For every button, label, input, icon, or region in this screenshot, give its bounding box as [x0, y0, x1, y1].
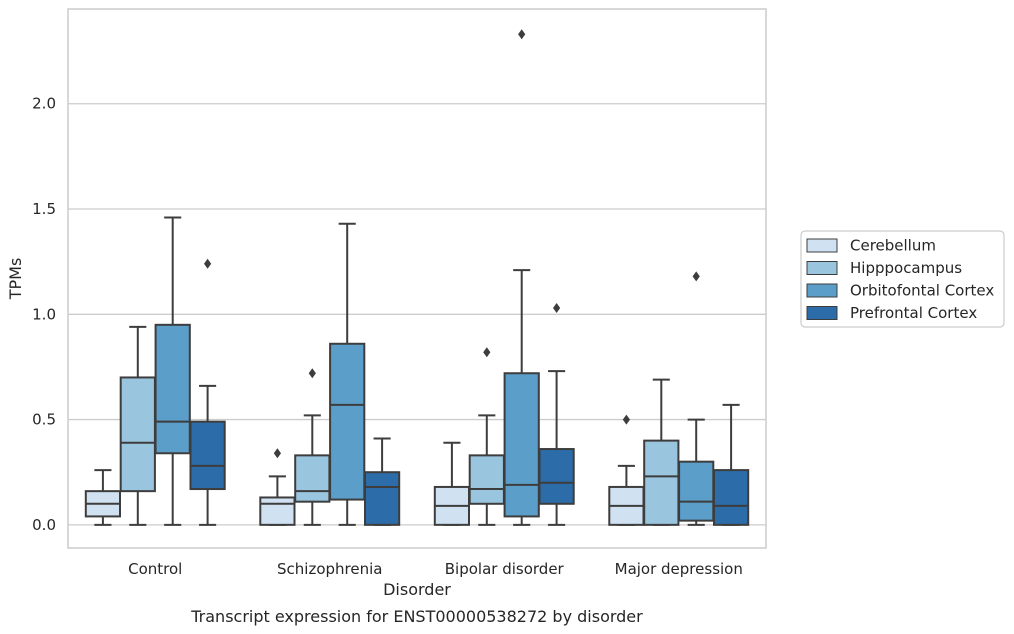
box-iqr [363, 471, 401, 526]
box-iqr [678, 460, 715, 522]
box-cerebellum [433, 441, 471, 526]
box-iqr [154, 323, 191, 455]
outlier-point [553, 302, 561, 313]
outlier-point [204, 258, 212, 269]
box-cerebellum [259, 448, 296, 526]
outlier-point [483, 347, 491, 358]
legend-swatch [806, 306, 838, 320]
x-axis-title: Disorder [383, 580, 451, 599]
box-hipppocampus [294, 368, 331, 526]
y-tick-label: 0.0 [32, 516, 56, 534]
box-iqr [329, 342, 366, 501]
y-tick-label: 1.0 [32, 305, 56, 323]
box-prefrontal-cortex [712, 403, 750, 526]
box-iqr [712, 469, 750, 526]
x-tick-label: Schizophrenia [277, 560, 382, 578]
box-iqr [468, 454, 505, 505]
legend-box [800, 230, 1005, 328]
box-iqr [643, 439, 680, 526]
box-orbitofontal-cortex [678, 271, 715, 526]
box-orbitofontal-cortex [503, 29, 540, 526]
plot-frame [67, 8, 767, 549]
legend: Cerebellum Hipppocampus Orbitofontal Corte… [800, 230, 1005, 328]
figure-caption: Transcript expression for ENST0000053827… [190, 607, 643, 626]
y-tick-label: 0.5 [32, 411, 56, 429]
outlier-point [692, 271, 700, 282]
box-iqr [259, 496, 296, 526]
y-axis-title: TPMs [6, 258, 25, 301]
box-iqr [189, 420, 226, 491]
box-prefrontal-cortex [189, 258, 226, 526]
outlier-point [273, 448, 281, 459]
box-hipppocampus [119, 325, 156, 526]
box-cerebellum [84, 469, 122, 526]
box-groups [84, 29, 750, 526]
x-tick-label: Major depression [615, 560, 743, 578]
box-iqr [119, 376, 156, 493]
x-tick-labels: Control Schizophrenia Bipolar disorder Majo… [128, 560, 743, 578]
box-hipppocampus [643, 378, 680, 526]
legend-swatch [806, 238, 838, 253]
legend-label: Hipppocampus [850, 259, 962, 277]
legend-label: Prefrontal Cortex [850, 304, 977, 322]
legend-swatch [806, 261, 838, 275]
box-cerebellum [608, 414, 645, 526]
y-tick-labels: 0.0 0.5 1.0 1.5 2.0 [32, 95, 56, 534]
legend-swatch [806, 283, 838, 298]
outlier-point [622, 414, 630, 425]
box-iqr [538, 448, 575, 505]
box-orbitofontal-cortex [329, 222, 366, 526]
box-iqr [503, 372, 540, 518]
x-tick-label: Control [128, 560, 182, 578]
x-tick-label: Bipolar disorder [445, 560, 565, 578]
box-iqr [294, 454, 331, 503]
box-hipppocampus [468, 347, 505, 526]
legend-label: Orbitofontal Cortex [850, 282, 994, 300]
box-prefrontal-cortex [363, 437, 401, 526]
outlier-point [308, 368, 316, 379]
outlier-point [518, 29, 526, 40]
y-tick-label: 1.5 [32, 200, 56, 218]
legend-label: Cerebellum [850, 237, 936, 255]
y-tick-label: 2.0 [32, 95, 56, 113]
box-prefrontal-cortex [538, 302, 575, 526]
box-orbitofontal-cortex [154, 216, 191, 526]
